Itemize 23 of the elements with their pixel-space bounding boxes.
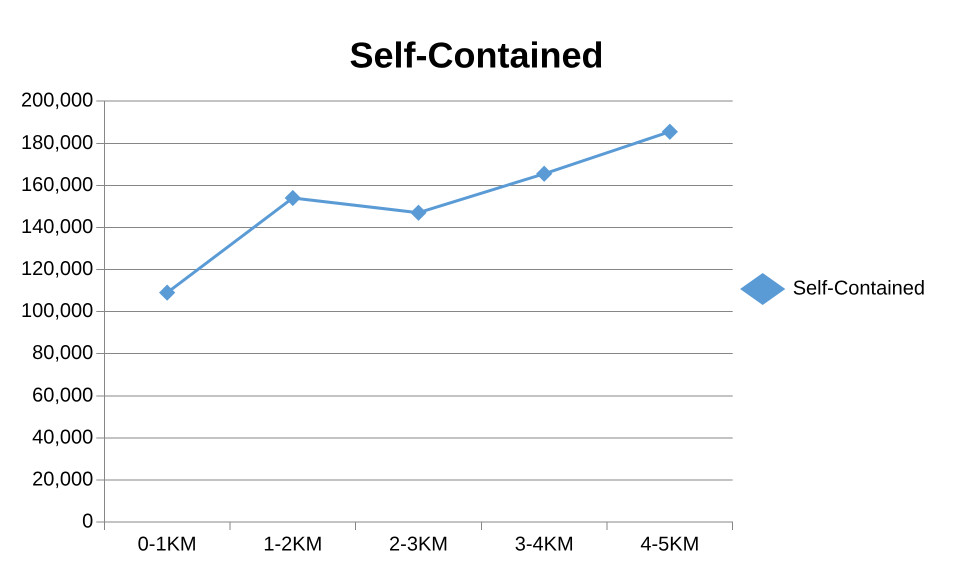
x-tick-label: 0-1KM [138,534,197,556]
y-tick-label: 40,000 [32,426,94,448]
y-tick-label: 200,000 [21,90,94,112]
x-tick-label: 2-3KM [389,534,448,556]
x-tick-label: 1-2KM [263,534,322,556]
y-tick-label: 180,000 [21,132,94,154]
chart-title: Self-Contained [349,34,604,76]
y-tick-label: 100,000 [21,300,94,322]
x-tick-label: 3-4KM [514,534,574,556]
legend-label: Self-Contained [792,278,926,300]
point [410,205,426,220]
y-tick-label: 0 [82,510,94,533]
point [662,124,678,140]
y-tick-label: 160,000 [21,174,94,196]
y-tick-label: 20,000 [32,468,94,490]
x-tick-label: 4-5KM [640,534,700,556]
y-tick-label: 120,000 [21,258,94,280]
point [160,285,175,300]
point [285,190,300,206]
point [536,166,552,182]
y-tick-label: 140,000 [21,216,94,238]
y-tick-label: 80,000 [32,342,94,364]
y-tick-label: 60,000 [32,384,94,406]
